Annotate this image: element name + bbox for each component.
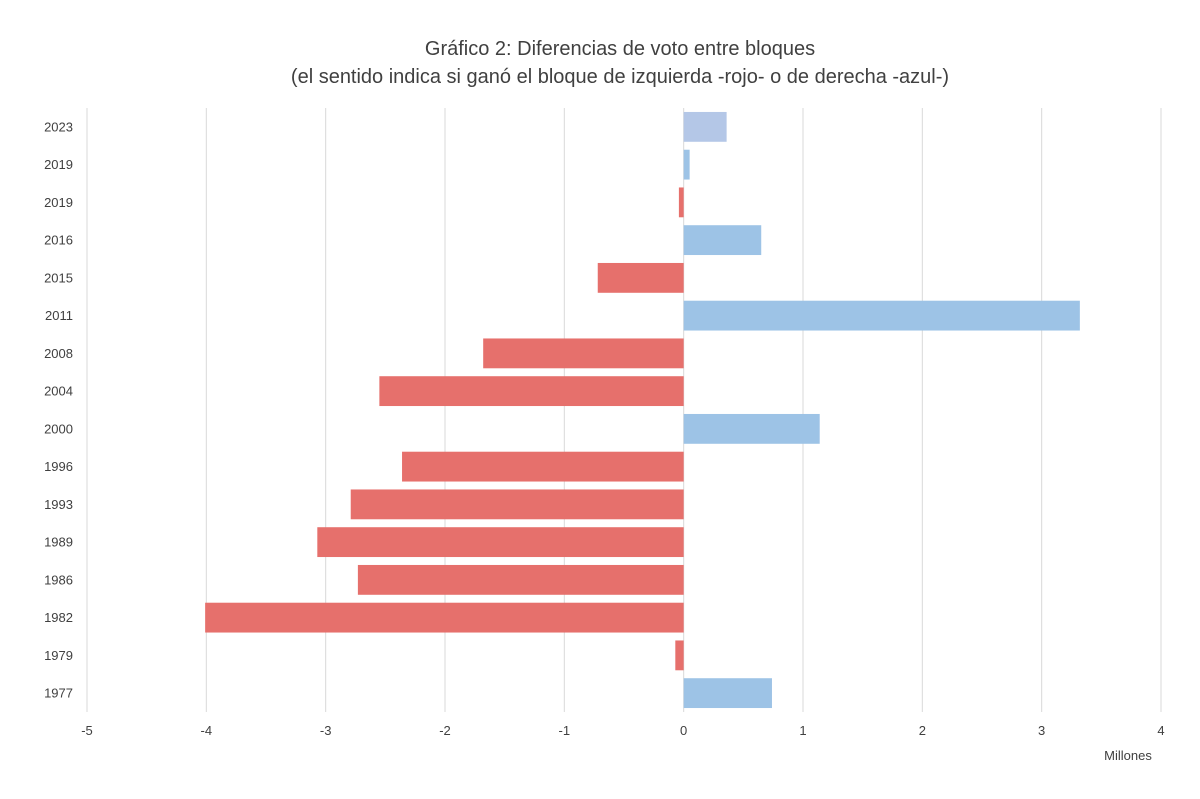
- chart-title: Gráfico 2: Diferencias de voto entre blo…: [425, 38, 815, 60]
- y-category-label: 1982: [44, 610, 73, 625]
- x-tick-label: 2: [919, 723, 926, 738]
- y-category-label: 2011: [45, 308, 73, 323]
- y-category-label: 2008: [44, 346, 73, 361]
- y-category-label: 2000: [44, 421, 73, 436]
- y-category-label: 1989: [44, 535, 73, 550]
- y-category-label: 1977: [44, 686, 73, 701]
- y-category-label: 2004: [44, 384, 73, 399]
- bars: [205, 111, 1080, 709]
- y-category-label: 2019: [44, 157, 73, 172]
- bar-2004: [379, 376, 684, 407]
- y-category-label: 2023: [44, 119, 73, 134]
- bar-2019: [678, 187, 684, 218]
- x-tick-label: -2: [439, 723, 451, 738]
- bar-1977: [683, 678, 772, 709]
- y-category-label: 2015: [44, 270, 73, 285]
- x-tick-label: -4: [201, 723, 213, 738]
- x-axis-labels: -5 -4 -3 -2 -1 0 1 2 3 4: [81, 723, 1164, 738]
- y-category-label: 2019: [44, 195, 73, 210]
- x-tick-label: 4: [1157, 723, 1164, 738]
- x-tick-label: -1: [559, 723, 571, 738]
- x-tick-label: -3: [320, 723, 332, 738]
- bar-1982: [205, 602, 684, 633]
- bar-2023: [683, 111, 727, 142]
- bar-2000: [683, 413, 820, 444]
- bar-2019: [683, 149, 690, 180]
- bar-2016: [683, 225, 762, 256]
- gridlines: [86, 108, 1162, 712]
- x-tick-label: 1: [799, 723, 806, 738]
- bar-2011: [683, 300, 1080, 331]
- y-category-label: 2016: [44, 233, 73, 248]
- y-axis-labels: 2023 2019 2019 2016 2015 2011 2008 2004 2000 1996…: [44, 119, 73, 700]
- chart-subtitle: (el sentido indica si ganó el bloque de …: [291, 66, 949, 88]
- x-axis-title: Millones: [1104, 748, 1152, 763]
- bar-1979: [675, 640, 684, 671]
- x-tick-label: -5: [81, 723, 93, 738]
- bar-1989: [317, 527, 684, 558]
- y-category-label: 1993: [44, 497, 73, 512]
- x-tick-label: 3: [1038, 723, 1045, 738]
- bar-1996: [402, 451, 684, 482]
- y-category-label: 1986: [44, 572, 73, 587]
- x-tick-label: 0: [680, 723, 687, 738]
- bar-2015: [597, 262, 684, 293]
- y-category-label: 1979: [44, 648, 73, 663]
- bar-1986: [357, 564, 684, 595]
- y-category-label: 1996: [44, 459, 73, 474]
- bar-1993: [350, 489, 684, 520]
- bar-2008: [483, 338, 684, 369]
